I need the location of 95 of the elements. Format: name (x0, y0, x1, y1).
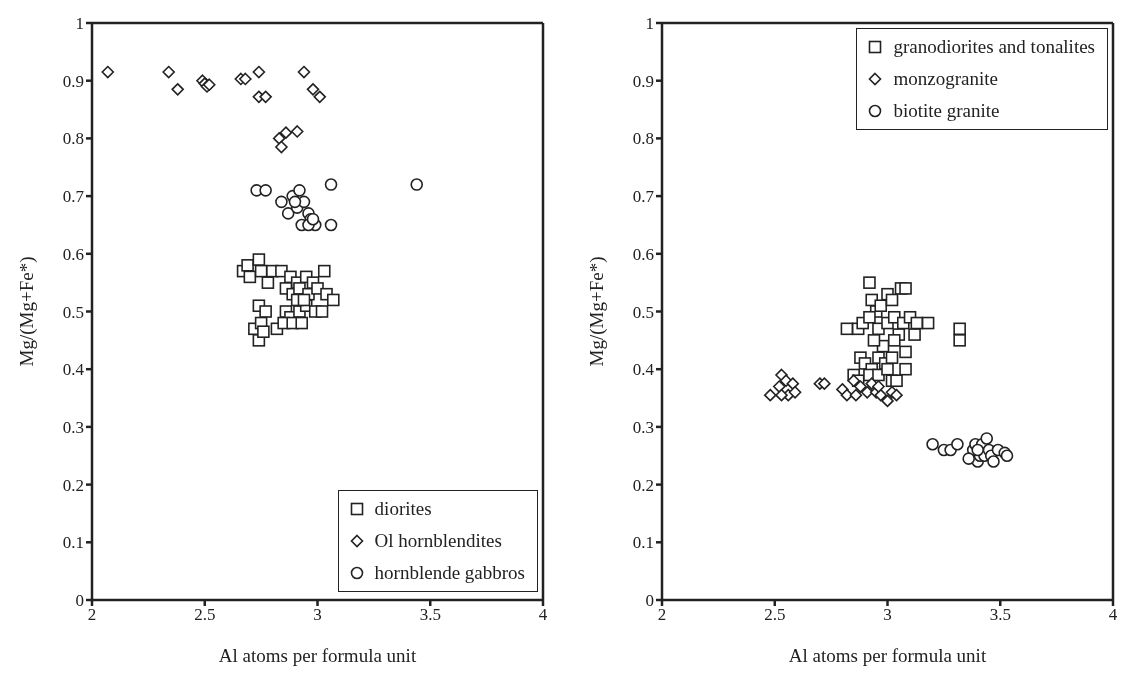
y-tick-label: 0.6 (632, 244, 654, 264)
y-axis-title: Mg/(Mg+Fe*) (15, 256, 38, 367)
point (290, 125, 304, 138)
point (313, 90, 327, 104)
x-axis-title: Al atoms per formula unit (218, 645, 417, 666)
y-tick-label: 0 (75, 591, 84, 611)
point (867, 334, 881, 347)
x-tick-label: 2.5 (764, 605, 786, 625)
point (899, 345, 912, 359)
y-tick-label: 1 (645, 14, 654, 34)
legend-label: hornblende gabbros (374, 561, 525, 585)
x-tick-label: 2 (657, 605, 667, 625)
point (921, 316, 935, 330)
y-tick-label: 0.8 (62, 129, 84, 149)
y-tick-label: 0.2 (632, 475, 654, 495)
point (885, 293, 899, 307)
y-tick-label: 0.9 (632, 71, 654, 91)
point (775, 388, 788, 402)
point (874, 299, 888, 313)
y-tick-label: 0.3 (62, 417, 84, 437)
point (763, 388, 777, 402)
x-tick-label: 3.5 (419, 605, 441, 625)
y-tick-label: 0.3 (632, 417, 654, 437)
point (297, 65, 311, 79)
x-tick-label: 2 (87, 605, 97, 625)
y-tick-label: 0.8 (632, 129, 654, 149)
point (926, 437, 939, 451)
point (324, 178, 338, 191)
point (295, 316, 309, 330)
point (818, 377, 831, 390)
legend-label: granodiorites and tonalites (893, 35, 1095, 59)
point (252, 253, 266, 266)
legend-label: Ol hornblendites (374, 529, 502, 553)
point (101, 65, 115, 79)
point (252, 65, 266, 79)
x-tick-label: 3 (883, 605, 892, 625)
point (288, 195, 302, 209)
point (326, 293, 340, 307)
x-tick-label: 3 (313, 605, 322, 625)
point (980, 432, 994, 445)
point (887, 334, 901, 347)
y-tick-label: 0.4 (62, 360, 85, 380)
point (962, 452, 975, 465)
point (971, 443, 984, 457)
legend-label: biotite granite (893, 99, 1000, 123)
point (324, 218, 338, 232)
point (257, 325, 270, 338)
y-tick-label: 0 (645, 591, 654, 611)
x-axis-title: Al atoms per formula unit (788, 645, 987, 666)
point (239, 72, 252, 86)
point (241, 259, 254, 272)
point (885, 351, 899, 364)
point (259, 184, 272, 197)
point (987, 455, 1000, 468)
point (847, 374, 860, 388)
point (899, 362, 912, 376)
point (261, 276, 275, 289)
x-tick-label: 4 (1108, 605, 1118, 625)
point (863, 276, 876, 289)
y-tick-label: 0.6 (62, 244, 84, 264)
point (259, 305, 272, 318)
point (899, 282, 912, 295)
y-tick-label: 0.7 (62, 187, 85, 207)
legend-label: monzogranite (893, 67, 998, 91)
y-tick-label: 0.5 (62, 302, 84, 322)
x-tick-label: 2.5 (194, 605, 216, 625)
point (275, 195, 288, 209)
point (863, 310, 876, 324)
y-tick-label: 0.9 (62, 71, 84, 91)
point (890, 388, 903, 402)
y-tick-label: 1 (75, 14, 84, 34)
x-tick-label: 3.5 (989, 605, 1011, 625)
x-tick-label: 4 (538, 605, 548, 625)
point (849, 388, 863, 402)
legend-label: diorites (374, 497, 432, 521)
point (293, 184, 306, 197)
point (259, 90, 272, 104)
point (890, 374, 903, 388)
y-tick-label: 0.2 (62, 475, 84, 495)
y-tick-label: 0.5 (632, 302, 654, 322)
point (317, 264, 331, 278)
point (306, 83, 320, 96)
point (171, 83, 184, 96)
point (881, 362, 894, 376)
point (953, 322, 966, 336)
point (315, 305, 329, 318)
point (951, 437, 964, 451)
y-tick-label: 0.4 (632, 360, 655, 380)
y-axis-title: Mg/(Mg+Fe*) (585, 256, 608, 367)
point (410, 178, 424, 191)
y-tick-label: 0.1 (632, 533, 654, 553)
point (297, 293, 311, 307)
y-tick-label: 0.7 (632, 187, 655, 207)
point (872, 380, 885, 393)
y-tick-label: 0.1 (62, 533, 84, 553)
